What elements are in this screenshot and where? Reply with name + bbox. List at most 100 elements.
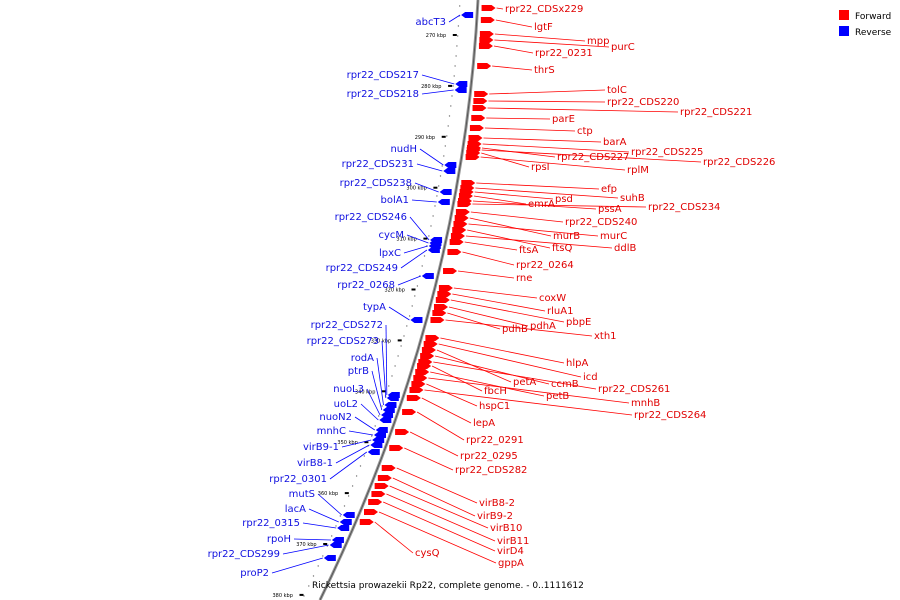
forward-gene-arrow [409,387,424,393]
forward-leader-line [438,343,582,378]
tick-label: 370 kbp [296,542,316,548]
reverse-gene-arrow [342,512,355,518]
forward-gene-arrow [481,5,496,11]
forward-gene-label: rpr22_CDS264 [634,410,706,421]
reverse-leader-line [376,357,384,406]
tick-dot [343,505,346,507]
tick-dot [394,365,396,367]
reverse-gene-label: rpr22_CDS249 [326,263,398,274]
forward-gene-arrow [413,375,428,381]
forward-leader-line [481,149,702,163]
tick-dot [457,35,459,37]
forward-gene-label: ctp [577,126,593,137]
forward-leader-line [468,223,599,237]
reverse-leader-line [409,216,430,241]
forward-gene-arrow [423,341,438,347]
forward-gene-arrow [461,180,476,186]
reverse-gene-label: rpr22_CDS299 [208,549,280,560]
forward-leader-line [374,521,414,554]
tick-dot [317,565,319,567]
reverse-gene-arrow [444,162,457,168]
forward-gene-arrow [435,297,450,303]
reverse-leader-line [341,439,372,448]
reverse-leader-line [414,182,439,193]
reverse-gene-arrow [381,412,394,418]
tick-label: 320 kbp [385,288,405,294]
reverse-gene-arrow [375,427,388,433]
forward-leader-line [496,7,504,10]
forward-leader-line [493,45,534,54]
reverse-gene-arrow [437,199,450,205]
forward-leader-line [440,337,565,364]
forward-leader-line [482,143,630,153]
forward-leader-line [474,191,554,200]
forward-gene-label: virB11 [497,536,529,547]
forward-gene-arrow [359,519,374,525]
reverse-leader-line [360,403,379,421]
forward-leader-line [396,467,478,504]
forward-gene-label: rpsI [531,162,550,173]
forward-gene-label: pdhA [530,321,556,332]
reverse-gene-label: lpxC [379,248,401,259]
forward-gene-label: rpr22_CDS220 [607,97,679,108]
reverse-gene-label: virB8-1 [297,458,333,469]
tick-mark [397,339,402,342]
forward-gene-label: ftsQ [552,243,572,254]
tick-dot [403,335,405,337]
legend-reverse-swatch [839,26,849,36]
reverse-gene-arrow [372,437,385,443]
reverse-gene-arrow [370,442,383,448]
reverse-gene-arrow [410,317,423,323]
tick-dot [448,115,451,117]
forward-gene-arrow [381,465,396,471]
forward-leader-line [448,306,529,327]
reverse-gene-label: bolA1 [381,195,409,206]
reverse-leader-line [411,199,437,203]
tick-dot [441,165,443,167]
forward-gene-label: rpr22_0231 [535,48,593,59]
reverse-leader-line [421,74,455,85]
reverse-gene-arrow [337,525,350,531]
forward-leader-line [447,312,501,330]
forward-gene-label: parE [552,114,575,125]
legend-reverse-label: Reverse [855,28,892,38]
tick-dot [308,585,310,587]
reverse-leader-line [308,508,339,523]
reverse-gene-arrow [339,519,352,525]
forward-gene-arrow [452,227,467,233]
forward-gene-label: petB [546,391,569,402]
tick-dot [347,495,350,497]
forward-gene-label: rpr22_CDS226 [703,157,775,168]
gene-features [323,5,496,561]
reverse-leader-line [282,544,329,555]
reverse-gene-arrow [443,168,456,174]
forward-gene-arrow [443,268,458,274]
reverse-leader-line [348,430,374,436]
tick-dot [388,385,390,387]
reverse-gene-label: rpr22_CDS231 [342,159,414,170]
reverse-gene-arrow [439,189,452,195]
tick-dot [411,305,413,307]
forward-gene-label: lepA [473,418,495,429]
reverse-gene-arrow [461,12,474,18]
reverse-gene-arrow [386,395,399,401]
tick-mark [441,135,446,138]
label-leaders [271,7,702,574]
tick-dot [363,455,365,457]
forward-gene-label: murB [553,231,580,242]
forward-leader-line [475,187,619,199]
tick-label: 290 kbp [415,135,435,141]
forward-gene-arrow [454,215,469,221]
forward-leader-line [386,493,496,542]
forward-leader-line [483,137,602,143]
forward-gene-label: murC [600,231,627,242]
forward-gene-label: pssA [598,204,622,215]
forward-leader-line [473,195,527,205]
forward-gene-arrow [472,105,487,111]
tick-dot [303,595,305,597]
forward-gene-label: mnhB [631,398,660,409]
tick-dot [351,485,354,487]
tick-dot [335,525,337,527]
forward-gene-arrow [447,249,462,255]
